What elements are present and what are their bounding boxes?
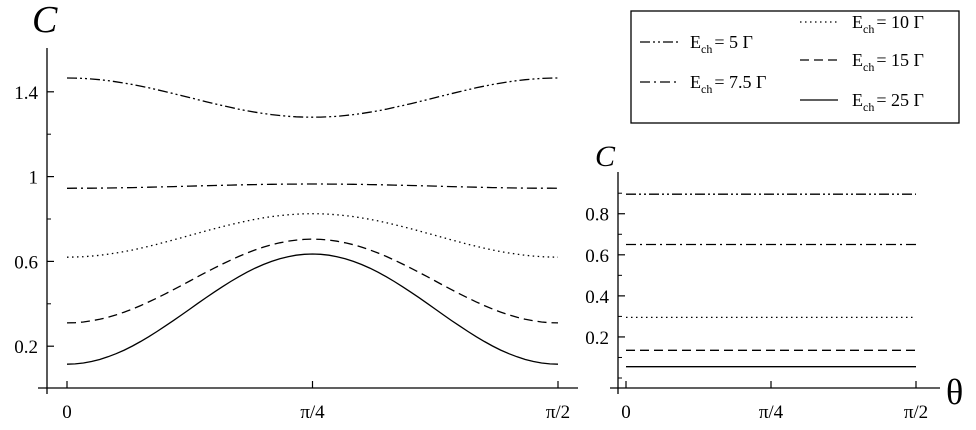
legend-label-sub: ch xyxy=(863,100,874,114)
legend-label-value: = 15 Γ xyxy=(876,50,924,70)
legend-label: Ech = 10 Γ xyxy=(852,12,924,36)
legend-label-prefix: E xyxy=(852,50,863,70)
left-ytick-label: 0.2 xyxy=(14,337,38,358)
legend-label: Ech = 15 Γ xyxy=(852,50,924,74)
legend-label-sub: ch xyxy=(863,22,874,36)
legend-label-sub: ch xyxy=(701,42,712,56)
right-xtick-label: π/2 xyxy=(904,402,928,423)
left-ytick-label: 1.4 xyxy=(14,83,38,104)
left-panel: C 0.2 0.6 1 1.4 0 π/4 π/2 xyxy=(14,0,578,423)
legend-label-prefix: E xyxy=(690,32,701,52)
legend-box xyxy=(630,10,960,124)
left-series-line xyxy=(66,77,559,118)
right-ytick-label: 0.2 xyxy=(585,328,609,349)
legend-label: Ech = 25 Γ xyxy=(852,90,924,114)
legend-label-prefix: E xyxy=(852,90,863,110)
right-ytick-label: 0.8 xyxy=(585,205,609,226)
legend-label-value: = 7.5 Γ xyxy=(714,72,766,92)
legend-label-value: = 10 Γ xyxy=(876,12,924,32)
legend-label-sub: ch xyxy=(701,82,712,96)
legend-label-prefix: E xyxy=(852,12,863,32)
legend-label-value: = 25 Γ xyxy=(876,90,924,110)
left-series-line xyxy=(66,183,559,189)
right-ytick-label: 0.4 xyxy=(585,287,609,308)
left-series-line xyxy=(66,238,559,324)
right-x-axis-label: θ xyxy=(946,372,963,412)
left-xtick-label: π/2 xyxy=(546,402,570,423)
right-panel: C θ 0.2 0.4 0.6 0.8 0 π/4 π/2 xyxy=(585,140,963,423)
left-series-line xyxy=(66,213,559,258)
right-y-axis-label: C xyxy=(595,140,616,173)
left-ytick-label: 1 xyxy=(29,168,39,189)
left-xtick-label: 0 xyxy=(62,402,72,423)
legend-label-sub: ch xyxy=(863,60,874,74)
left-y-axis-label: C xyxy=(32,0,58,41)
legend-label: Ech = 7.5 Γ xyxy=(690,72,766,96)
legend-label: Ech = 5 Γ xyxy=(690,32,753,56)
left-series-line xyxy=(66,253,559,365)
left-xtick-label: π/4 xyxy=(300,402,325,423)
legend-label-prefix: E xyxy=(690,72,701,92)
left-ytick-label: 0.6 xyxy=(14,252,38,273)
right-ytick-label: 0.6 xyxy=(585,246,609,267)
legend-label-value: = 5 Γ xyxy=(714,32,753,52)
right-xtick-label: 0 xyxy=(621,402,631,423)
right-xtick-label: π/4 xyxy=(759,402,784,423)
